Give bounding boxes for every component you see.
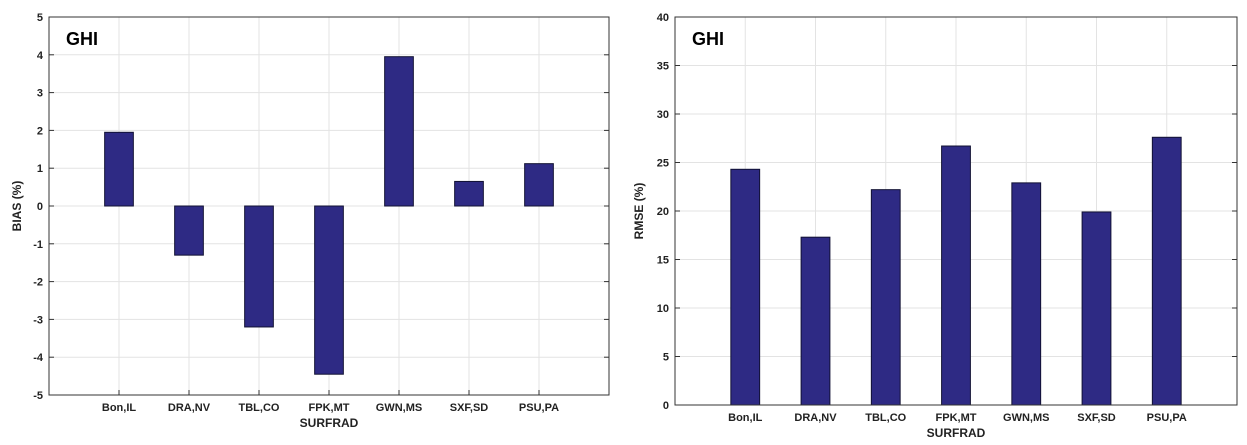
y-tick-label: 20 [657, 206, 669, 218]
y-tick-label: -5 [33, 390, 43, 402]
bar-sxfsd [1081, 211, 1112, 406]
y-tick-label: 4 [37, 50, 44, 62]
y-tick-label: 5 [663, 352, 669, 364]
bar-fpkmt [314, 205, 344, 375]
bar-sxfsd [454, 180, 484, 207]
bar-tblco [244, 205, 274, 328]
x-tick-label: FPK,MT [936, 412, 977, 424]
y-tick-label: 25 [657, 158, 669, 170]
x-tick-label: TBL,CO [865, 412, 906, 424]
y-tick-label: 1 [37, 163, 43, 175]
bar-tblco [870, 189, 901, 406]
chart-title: GHI [66, 29, 98, 49]
bar-fpkmt [941, 145, 971, 406]
x-tick-label: TBL,CO [239, 402, 280, 414]
x-tick-label: Bon,IL [102, 402, 136, 414]
plot-frame [674, 16, 1238, 406]
bar-psupa [1151, 136, 1182, 406]
y-tick-label: -2 [33, 277, 43, 289]
y-tick-label: 30 [657, 109, 669, 121]
y-tick-label: 40 [657, 12, 669, 24]
y-tick-label: -1 [33, 239, 43, 251]
chart-title: GHI [692, 29, 724, 49]
x-tick-label: SXF,SD [450, 402, 489, 414]
y-tick-label: 2 [37, 125, 43, 137]
bar-bonil [104, 131, 134, 207]
y-axis-label: BIAS (%) [10, 181, 24, 232]
x-tick-label: Bon,IL [728, 412, 762, 424]
bar-dranv [174, 205, 204, 256]
y-tick-label: -4 [33, 352, 44, 364]
y-tick-label: 5 [37, 12, 43, 24]
y-axis-label: RMSE (%) [632, 183, 646, 240]
x-axis-label: SURFRAD [927, 426, 986, 440]
x-axis-label: SURFRAD [300, 416, 359, 430]
bar-dranv [800, 236, 831, 406]
y-tick-label: 10 [657, 303, 669, 315]
bias-chart: 5 4 3 2 1 0 -1 -2 -3 -4 -5 Bon,IL DRA,NV TBL,CO FPK,MT… [10, 12, 610, 430]
x-tick-label: SXF,SD [1077, 412, 1116, 424]
y-tick-label: 0 [37, 201, 43, 213]
y-tick-label: 15 [657, 255, 669, 267]
rmse-chart: 40 35 30 25 20 15 10 5 0 Bon,IL DRA,NV TBL,CO FPK,MT… [632, 12, 1238, 440]
bar-bonil [730, 168, 761, 406]
x-tick-label: DRA,NV [168, 402, 211, 414]
x-tick-label: DRA,NV [794, 412, 837, 424]
y-tick-label: -3 [33, 314, 43, 326]
x-tick-label: GWN,MS [376, 402, 422, 414]
bar-psupa [524, 163, 554, 207]
x-tick-label: PSU,PA [1147, 412, 1187, 424]
x-tick-label: GWN,MS [1003, 412, 1049, 424]
bar-gwnms [384, 56, 414, 207]
y-tick-label: 0 [663, 400, 669, 412]
plot-frame [48, 16, 610, 396]
y-tick-label: 35 [657, 61, 669, 73]
x-tick-label: FPK,MT [309, 402, 350, 414]
y-tick-label: 3 [37, 88, 43, 100]
bar-gwnms [1011, 182, 1042, 406]
x-tick-label: PSU,PA [519, 402, 559, 414]
